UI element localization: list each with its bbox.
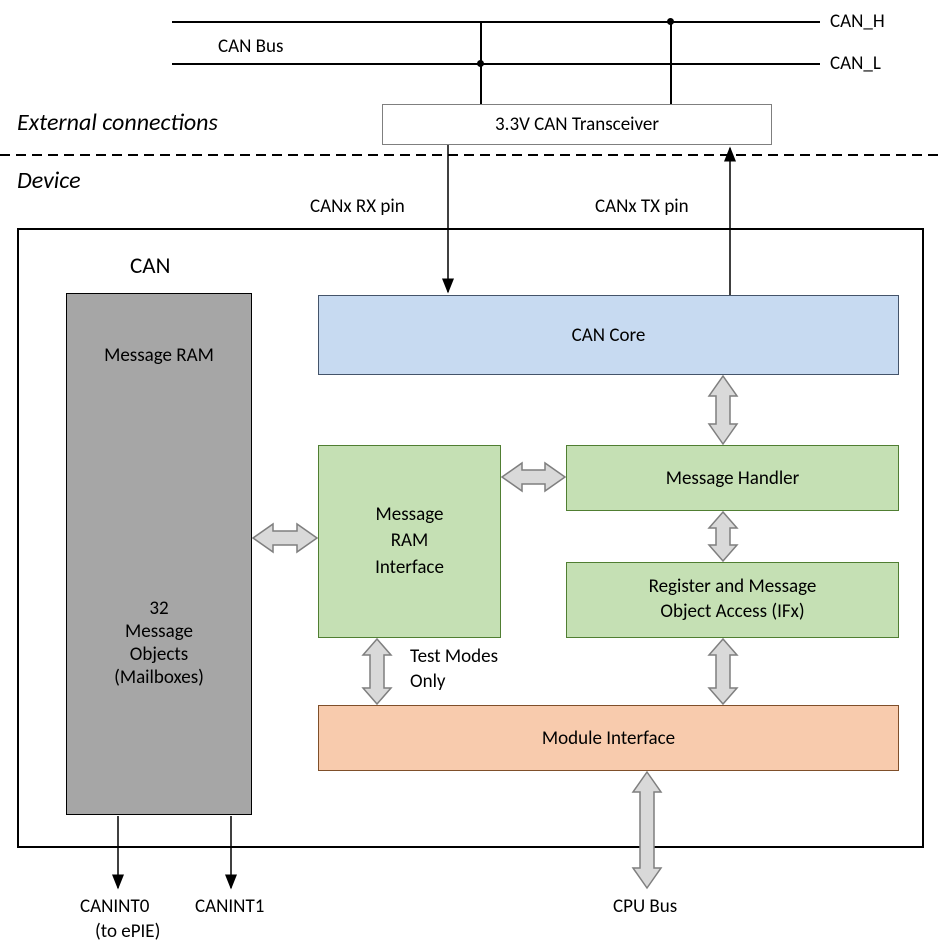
transceiver-label: 3.3V CAN Transceiver (495, 113, 659, 136)
msg-ram-block: Message RAM 32 Message Objects (Mailboxe… (66, 293, 252, 815)
msg-ram-top-label: Message RAM (104, 344, 214, 367)
ext-conn-label: External connections (17, 108, 218, 137)
device-label: Device (17, 166, 81, 195)
junction-1 (477, 60, 484, 67)
cpu-bus-label: CPU Bus (613, 895, 677, 918)
msg-ram-if-label: Message RAM Interface (375, 502, 444, 582)
msg-ram-if-block: Message RAM Interface (318, 445, 501, 638)
reg-access-label: Register and Message Object Access (IFx) (649, 575, 817, 624)
reg-access-block: Register and Message Object Access (IFx) (566, 562, 899, 638)
msg-ram-mbox: (Mailboxes) (114, 666, 204, 689)
msg-handler-label: Message Handler (666, 467, 800, 490)
rx-pin-label: CANx RX pin (310, 195, 405, 218)
can-bus-label: CAN Bus (218, 35, 283, 58)
transceiver-block: 3.3V CAN Transceiver (382, 104, 772, 145)
msg-ram-32: 32 (149, 597, 168, 620)
msg-handler-block: Message Handler (566, 445, 899, 511)
can-l-label: CAN_L (830, 52, 881, 75)
can-h-line (172, 21, 820, 23)
tx-pin-label: CANx TX pin (595, 195, 689, 218)
canint1-label: CANINT1 (195, 895, 264, 918)
msg-ram-obj: Objects (130, 643, 188, 666)
drop-canl (670, 22, 672, 104)
can-title: CAN (130, 252, 170, 280)
junction-2 (667, 18, 674, 25)
to-epie-label: (to ePIE) (95, 920, 160, 943)
msg-ram-msg: Message (125, 620, 193, 643)
can-l-line (172, 63, 820, 65)
mod-if-label: Module Interface (542, 727, 675, 750)
test-modes-label: Test Modes Only (410, 645, 498, 694)
canint0-label: CANINT0 (80, 895, 149, 918)
can-h-label: CAN_H (830, 10, 885, 33)
mod-if-block: Module Interface (318, 705, 899, 771)
can-core-label: CAN Core (572, 324, 646, 347)
can-core-block: CAN Core (318, 295, 899, 375)
